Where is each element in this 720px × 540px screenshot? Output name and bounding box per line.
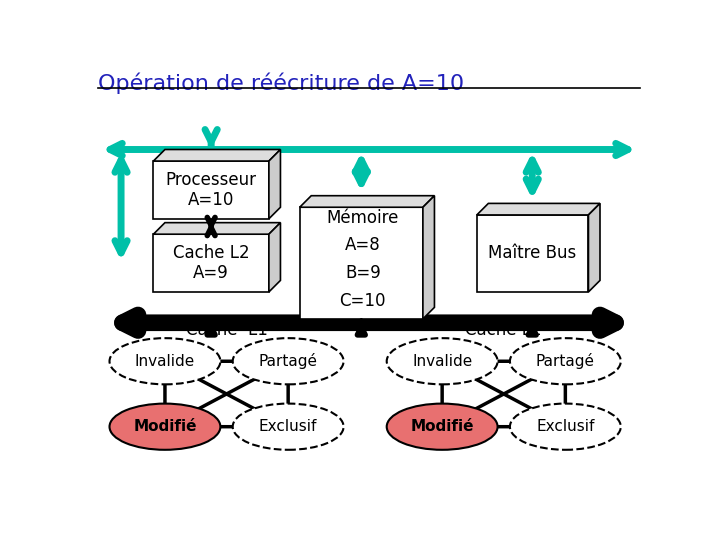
- Polygon shape: [300, 207, 423, 319]
- Ellipse shape: [510, 338, 621, 384]
- Ellipse shape: [233, 403, 343, 450]
- Text: Cache L2: Cache L2: [465, 321, 542, 340]
- Polygon shape: [269, 222, 281, 292]
- Ellipse shape: [109, 403, 220, 450]
- Text: Exclusif: Exclusif: [259, 419, 318, 434]
- Polygon shape: [477, 204, 600, 215]
- Text: Cache  L1: Cache L1: [186, 321, 268, 340]
- Text: Invalide: Invalide: [412, 354, 472, 369]
- Text: Opération de réécriture de A=10: Opération de réécriture de A=10: [98, 72, 464, 94]
- Polygon shape: [588, 204, 600, 292]
- Text: Cache L2
A=9: Cache L2 A=9: [173, 244, 249, 282]
- Ellipse shape: [387, 403, 498, 450]
- Ellipse shape: [233, 338, 343, 384]
- Text: Maître Bus: Maître Bus: [488, 245, 577, 262]
- Text: Partagé: Partagé: [536, 353, 595, 369]
- Ellipse shape: [510, 403, 621, 450]
- Polygon shape: [153, 161, 269, 219]
- Polygon shape: [300, 195, 434, 207]
- Polygon shape: [423, 195, 434, 319]
- Text: Exclusif: Exclusif: [536, 419, 595, 434]
- Text: Processeur
A=10: Processeur A=10: [166, 171, 256, 210]
- Text: Modifié: Modifié: [410, 419, 474, 434]
- Polygon shape: [153, 150, 281, 161]
- Polygon shape: [477, 215, 588, 292]
- Polygon shape: [269, 150, 281, 219]
- Text: Modifié: Modifié: [133, 419, 197, 434]
- Ellipse shape: [109, 338, 220, 384]
- Ellipse shape: [387, 338, 498, 384]
- Text: Partagé: Partagé: [258, 353, 318, 369]
- Text: Invalide: Invalide: [135, 354, 195, 369]
- Text: Mémoire
A=8
B=9
C=10: Mémoire A=8 B=9 C=10: [327, 208, 399, 310]
- Polygon shape: [153, 222, 281, 234]
- Polygon shape: [153, 234, 269, 292]
